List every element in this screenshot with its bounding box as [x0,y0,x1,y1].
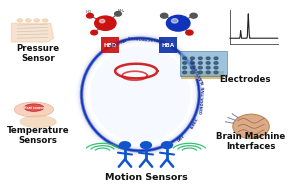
Circle shape [214,57,218,60]
Circle shape [119,141,131,149]
Circle shape [115,12,121,16]
Circle shape [206,71,210,74]
Circle shape [190,13,197,18]
Circle shape [198,71,202,74]
Text: Temperature
Sensors: Temperature Sensors [7,126,69,146]
Circle shape [91,30,98,35]
Circle shape [161,13,168,18]
Text: Heat source: Heat source [24,106,44,110]
Circle shape [87,13,93,18]
Circle shape [161,141,173,149]
Circle shape [100,19,105,23]
Circle shape [166,15,190,31]
Ellipse shape [17,19,23,22]
Text: HBD: HBD [103,43,117,48]
Circle shape [233,114,269,139]
Circle shape [171,19,178,23]
Circle shape [198,66,202,69]
FancyBboxPatch shape [180,51,227,76]
Circle shape [190,71,195,74]
Ellipse shape [24,104,44,111]
Circle shape [95,16,116,30]
Text: Pressure
Sensor: Pressure Sensor [16,43,60,63]
Text: HBA: HBA [161,43,174,48]
Circle shape [206,66,210,69]
Text: DEVICES: DEVICES [107,36,126,47]
Text: HO: HO [86,10,92,14]
Circle shape [183,71,187,74]
Ellipse shape [34,19,40,22]
Circle shape [206,57,210,60]
Circle shape [183,66,187,69]
Text: Electrodes: Electrodes [220,75,271,84]
Polygon shape [11,23,54,42]
Circle shape [190,57,195,60]
Circle shape [206,62,210,64]
Circle shape [214,66,218,69]
Ellipse shape [20,116,56,128]
Circle shape [183,62,187,64]
Text: IONIC: IONIC [190,117,200,129]
FancyBboxPatch shape [101,37,119,53]
Circle shape [190,66,195,69]
Ellipse shape [90,47,190,142]
Text: NH₂: NH₂ [118,9,125,13]
Circle shape [183,57,187,60]
Text: Motion Sensors: Motion Sensors [105,174,187,183]
FancyBboxPatch shape [159,37,177,53]
Text: DRY: DRY [176,134,185,143]
Circle shape [186,30,193,35]
Ellipse shape [42,19,48,22]
Text: CONDUCTIVE: CONDUCTIVE [200,85,206,114]
Ellipse shape [25,19,31,22]
Text: BIOELECTRONICS: BIOELECTRONICS [127,34,165,41]
Text: ELASTOMERS: ELASTOMERS [190,56,205,84]
Text: IN: IN [173,45,180,51]
Circle shape [140,141,152,149]
Circle shape [198,62,202,64]
Circle shape [214,62,218,64]
Circle shape [190,62,195,64]
Circle shape [198,57,202,60]
Circle shape [214,71,218,74]
Text: Brain Machine
Interfaces: Brain Machine Interfaces [217,132,286,151]
Ellipse shape [14,102,54,117]
FancyBboxPatch shape [181,71,224,80]
